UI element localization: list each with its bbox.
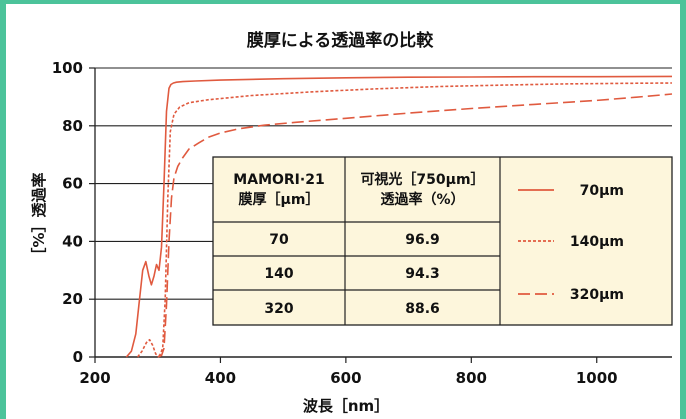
xtick-label-1000: 1000 xyxy=(576,369,618,387)
ytick-label-100: 100 xyxy=(52,59,83,77)
xtick-label-400: 400 xyxy=(205,369,236,387)
y-axis-label: ［%］透過率 xyxy=(30,172,48,262)
frame-top-border xyxy=(0,0,686,4)
ytick-label-20: 20 xyxy=(62,290,83,308)
table-cell-transmittance-1: 94.3 xyxy=(405,266,440,282)
table-background xyxy=(212,156,673,326)
x-axis-label: 波長［nm］ xyxy=(303,397,389,415)
series-line-0 xyxy=(125,75,673,358)
table-header-thickness-line1: MAMORI·21 xyxy=(233,172,324,188)
y-axis-label-text: ［%］透過率 xyxy=(30,172,48,262)
x-tick-labels: 200 400 600 800 1000 xyxy=(79,369,617,387)
table-cell-thickness-2: 320 xyxy=(264,301,293,317)
xtick-label-600: 600 xyxy=(330,369,361,387)
table-header-transmittance-line2: 透過率（%） xyxy=(380,191,464,208)
data-table: MAMORI·21 膜厚［μm］ 可視光［750μm］ 透過率（%） 70 96.9 140… xyxy=(212,156,673,326)
table-cell-thickness-1: 140 xyxy=(264,266,293,282)
table-header-transmittance-line1: 可視光［750μm］ xyxy=(360,171,484,188)
legend-label-2: 320μm xyxy=(570,287,624,303)
chart-title: 膜厚による透過率の比較 xyxy=(247,30,434,51)
ytick-label-60: 60 xyxy=(62,175,83,193)
ytick-label-80: 80 xyxy=(62,117,83,135)
legend-label-1: 140μm xyxy=(570,234,624,250)
xtick-label-800: 800 xyxy=(456,369,487,387)
xtick-label-200: 200 xyxy=(79,369,110,387)
frame-left-border xyxy=(0,0,6,419)
table-header-thickness-line2: 膜厚［μm］ xyxy=(239,191,320,208)
data-curves xyxy=(125,75,673,358)
legend-label-0: 70μm xyxy=(580,183,624,199)
ytick-label-40: 40 xyxy=(62,232,83,250)
ytick-label-0: 0 xyxy=(73,348,83,366)
series-line-1 xyxy=(136,82,673,358)
table-cell-transmittance-2: 88.6 xyxy=(405,301,440,317)
y-tick-labels: 0 20 40 60 80 100 xyxy=(52,59,83,366)
table-cell-thickness-0: 70 xyxy=(269,232,289,248)
frame-right-border xyxy=(680,0,686,419)
table-cell-transmittance-0: 96.9 xyxy=(405,232,440,248)
